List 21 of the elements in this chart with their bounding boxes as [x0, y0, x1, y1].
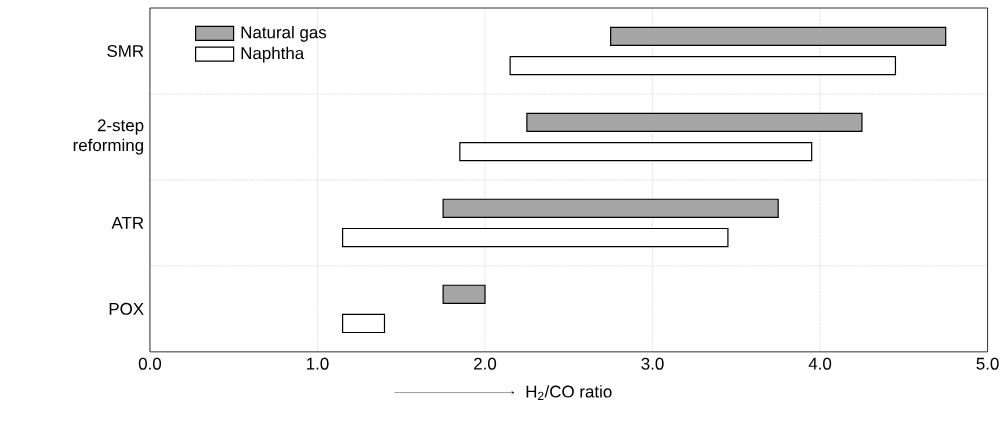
- bar: [342, 227, 729, 248]
- bar: [342, 313, 386, 334]
- bar: [509, 56, 897, 76]
- x-tick-label: 1.0: [307, 357, 329, 370]
- bar: [526, 112, 863, 133]
- y-tick-label: ATR: [111, 217, 144, 229]
- x-tick-label: 3.0: [641, 357, 664, 370]
- bar: [459, 142, 813, 162]
- bar: [442, 284, 486, 304]
- bar: [442, 198, 779, 219]
- y-tick-label: POX: [109, 302, 144, 315]
- x-tick-label: 5.0: [976, 357, 999, 370]
- x-axis-title: H$_{2}$/CO ratio: [526, 385, 612, 401]
- x-tick-label: 4.0: [808, 357, 832, 370]
- x-tick-label: 2.0: [474, 357, 497, 370]
- legend-label: Natural gas: [241, 26, 327, 42]
- y-tick-label: 2-step reforming: [73, 119, 144, 155]
- legend-label: Naphtha: [241, 46, 305, 63]
- y-tick-label: SMR: [107, 45, 144, 58]
- x-tick-label: 0.0: [138, 357, 162, 370]
- bar: [610, 26, 947, 47]
